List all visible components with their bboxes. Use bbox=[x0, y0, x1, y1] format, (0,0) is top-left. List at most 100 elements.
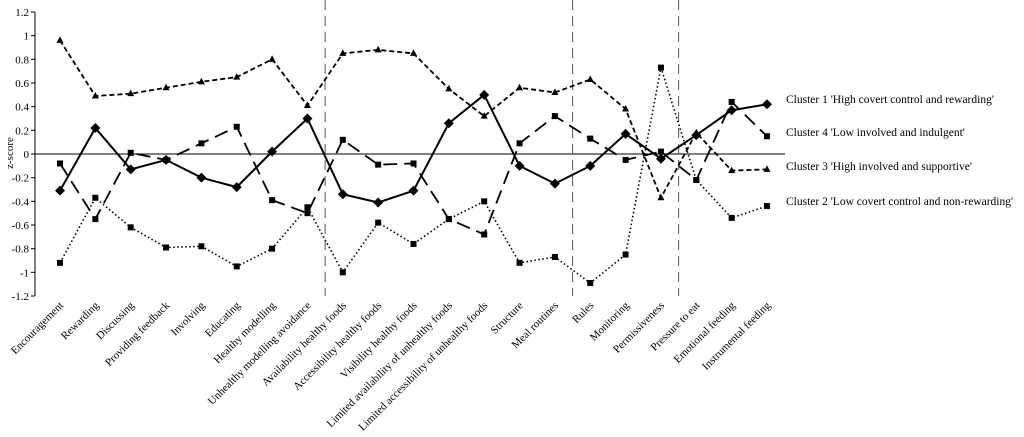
y-tick-label: -0.8 bbox=[12, 244, 30, 256]
y-axis-label: z-score bbox=[4, 137, 16, 169]
y-axis: 1.2 1 0.8 0.6 0.4 0.2 0 -0.2 -0.4 -0.6 -0.8 -1 -1.2 bbox=[12, 7, 36, 303]
data-point-triangle bbox=[622, 105, 630, 112]
y-tick-label: 0.2 bbox=[15, 125, 29, 137]
data-point-triangle bbox=[445, 84, 453, 92]
data-point-square bbox=[587, 135, 594, 142]
data-point-diamond bbox=[479, 89, 490, 100]
y-tick-label: -0.2 bbox=[12, 173, 29, 185]
data-point-diamond bbox=[55, 185, 65, 196]
y-tick-label: 1.2 bbox=[15, 7, 29, 19]
data-point-square bbox=[269, 245, 276, 252]
data-point-diamond bbox=[443, 118, 454, 129]
data-point-square bbox=[163, 244, 170, 251]
data-point-square bbox=[551, 113, 558, 120]
series-line-2 bbox=[59, 101, 768, 236]
category-label: Limited availability of unhealthy foods bbox=[325, 300, 455, 430]
data-point-triangle bbox=[303, 101, 311, 108]
data-point-triangle bbox=[692, 128, 700, 136]
data-point-square bbox=[410, 240, 417, 247]
data-point-diamond bbox=[726, 105, 737, 116]
y-tick-label: 1 bbox=[24, 31, 30, 43]
data-point-triangle bbox=[197, 77, 205, 85]
legend: Cluster 1 'High covert control and rewar… bbox=[786, 94, 1013, 208]
data-point-triangle bbox=[127, 89, 135, 97]
data-point-diamond bbox=[267, 146, 278, 157]
data-point-square bbox=[92, 216, 99, 223]
data-point-triangle bbox=[410, 49, 417, 56]
data-point-square bbox=[375, 161, 382, 168]
data-point-triangle bbox=[516, 83, 524, 91]
y-tick-label: 0 bbox=[24, 149, 30, 161]
data-point-square bbox=[92, 194, 99, 201]
category-label: Emotional feeding bbox=[672, 299, 739, 366]
data-point-square bbox=[198, 243, 205, 250]
data-point-square bbox=[410, 160, 417, 167]
data-point-square bbox=[481, 231, 488, 238]
legend-entry: Cluster 3 'High involved and supportive' bbox=[786, 161, 972, 173]
data-point-square bbox=[728, 98, 735, 105]
data-point-square bbox=[57, 160, 63, 167]
data-point-square bbox=[163, 156, 170, 163]
data-point-square bbox=[339, 269, 346, 276]
data-point-diamond bbox=[302, 113, 313, 124]
data-point-square bbox=[516, 140, 523, 147]
series-markers bbox=[55, 36, 772, 286]
data-point-triangle bbox=[763, 165, 771, 172]
data-point-square bbox=[764, 203, 770, 210]
data-point-square bbox=[375, 219, 382, 226]
data-point-square bbox=[764, 133, 770, 140]
category-label: Limited accessibility of unhealthy foods bbox=[357, 300, 491, 434]
data-point-diamond bbox=[549, 178, 560, 189]
y-tick-label: -0.6 bbox=[12, 220, 30, 232]
data-point-diamond bbox=[125, 164, 136, 175]
data-point-triangle bbox=[480, 112, 488, 119]
data-point-triangle bbox=[56, 36, 64, 43]
data-point-diamond bbox=[655, 153, 666, 164]
data-point-square bbox=[127, 149, 134, 156]
data-point-triangle bbox=[268, 55, 276, 62]
data-point-triangle bbox=[91, 92, 99, 99]
data-point-triangle bbox=[551, 88, 559, 95]
data-point-square bbox=[57, 259, 63, 266]
data-point-triangle bbox=[233, 73, 241, 80]
data-point-square bbox=[233, 123, 240, 130]
data-point-diamond bbox=[620, 128, 631, 139]
data-point-diamond bbox=[231, 182, 242, 193]
data-point-square bbox=[339, 136, 346, 143]
y-tick-label: -0.4 bbox=[12, 196, 30, 208]
category-label: Rules bbox=[570, 300, 596, 326]
data-point-square bbox=[622, 251, 629, 258]
data-point-triangle bbox=[339, 49, 347, 56]
data-point-triangle bbox=[586, 75, 594, 82]
data-point-diamond bbox=[585, 160, 596, 171]
data-point-square bbox=[657, 64, 664, 71]
series-line-4 bbox=[59, 66, 768, 284]
category-label: Instrumental feeding bbox=[700, 299, 773, 372]
category-label: Involving bbox=[169, 299, 208, 338]
data-point-square bbox=[445, 216, 452, 223]
data-point-square bbox=[127, 224, 134, 231]
data-point-square bbox=[551, 253, 558, 260]
data-point-square bbox=[269, 197, 276, 204]
category-label: Healthy modelling bbox=[212, 299, 279, 366]
data-point-diamond bbox=[373, 197, 384, 208]
data-point-diamond bbox=[408, 185, 419, 196]
data-point-square bbox=[657, 148, 664, 155]
data-point-square bbox=[304, 204, 311, 211]
data-point-diamond bbox=[337, 189, 348, 200]
data-point-diamond bbox=[90, 122, 101, 133]
data-point-square bbox=[587, 279, 594, 286]
data-point-diamond bbox=[762, 99, 772, 110]
legend-entry: Cluster 4 'Low involved and indulgent' bbox=[786, 127, 965, 139]
data-point-square bbox=[516, 259, 523, 266]
data-point-diamond bbox=[196, 172, 207, 183]
series-line-3 bbox=[59, 39, 768, 199]
data-point-square bbox=[481, 198, 488, 205]
category-label: Providing feedback bbox=[103, 299, 173, 369]
data-point-triangle bbox=[728, 166, 736, 174]
category-label: Encouragement bbox=[9, 300, 66, 357]
y-tick-label: -1.2 bbox=[12, 291, 29, 303]
y-tick-label: 0.6 bbox=[15, 78, 29, 90]
data-point-triangle bbox=[657, 193, 665, 201]
